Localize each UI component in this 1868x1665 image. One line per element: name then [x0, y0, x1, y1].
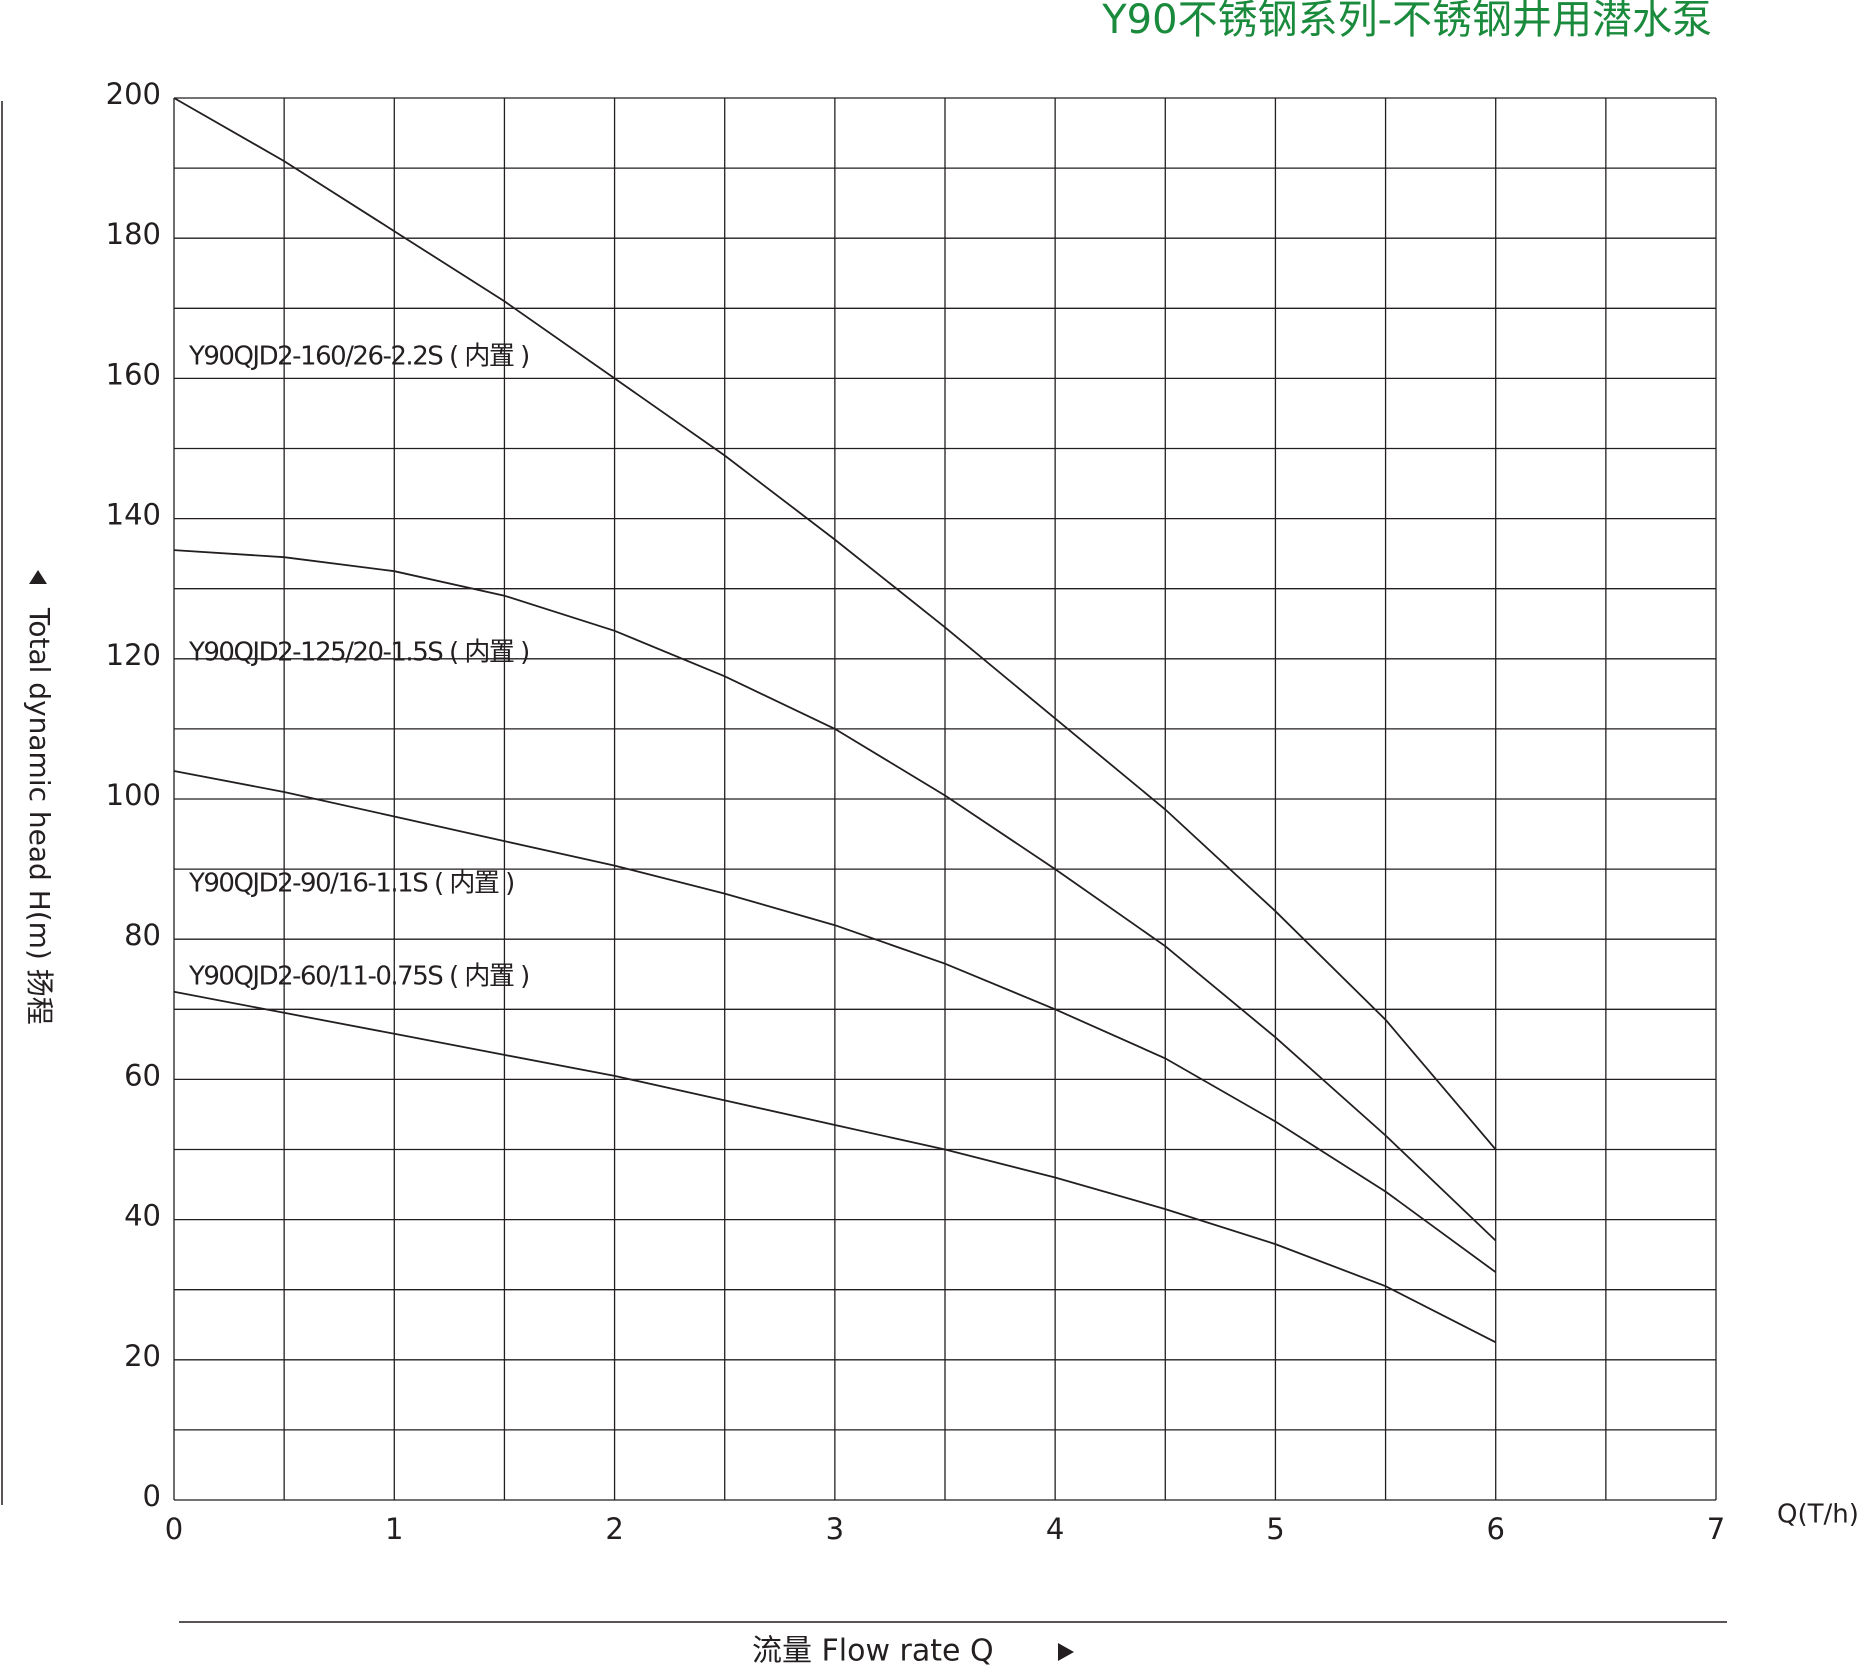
y-label-group: Total dynamic head H(m) 扬程 — [23, 570, 56, 1025]
curve — [173, 97, 1497, 1151]
chart-title: Y90不锈钢系列-不锈钢井用潜水泵 — [1101, 0, 1712, 43]
curve — [173, 549, 1497, 1242]
series-label: Y90QJD2-125/20-1.5S ( 内置 ) — [188, 638, 529, 668]
x-tick-label: 4 — [1046, 1512, 1064, 1546]
y-tick-label: 160 — [106, 357, 161, 391]
x-tick-label: 7 — [1707, 1512, 1725, 1546]
x-unit-label: Q(T/h) — [1777, 1500, 1859, 1530]
y-tick-label: 180 — [106, 217, 161, 251]
y-tick-label: 40 — [124, 1199, 161, 1233]
y-tick-label: 20 — [124, 1339, 161, 1373]
x-tick-label: 5 — [1266, 1512, 1284, 1546]
x-tick-label: 1 — [385, 1512, 403, 1546]
series-label: Y90QJD2-160/26-2.2S ( 内置 ) — [188, 342, 529, 372]
y-tick-label: 60 — [124, 1058, 161, 1092]
x-tick-label: 0 — [165, 1512, 183, 1546]
y-tick-label: 100 — [106, 778, 161, 812]
x-axis-label: 流量 Flow rate Q — [752, 1634, 994, 1665]
series-label: Y90QJD2-90/16-1.1S ( 内置 ) — [188, 869, 514, 899]
x-tick-label: 6 — [1486, 1512, 1504, 1546]
y-tick-label: 140 — [106, 498, 161, 532]
x-tick-label: 3 — [826, 1512, 844, 1546]
y-tick-label: 120 — [106, 638, 161, 672]
curve — [173, 770, 1497, 1273]
y-tick-label: 0 — [143, 1479, 161, 1513]
series-label: Y90QJD2-60/11-0.75S ( 内置 ) — [188, 962, 529, 992]
curve — [173, 990, 1497, 1344]
y-arrow — [29, 570, 47, 584]
y-tick-label: 200 — [106, 77, 161, 111]
y-axis-label: Total dynamic head H(m) 扬程 — [23, 607, 56, 1025]
x-arrow — [1058, 1643, 1074, 1661]
x-tick-label: 2 — [605, 1512, 623, 1546]
y-tick-label: 80 — [124, 918, 161, 952]
